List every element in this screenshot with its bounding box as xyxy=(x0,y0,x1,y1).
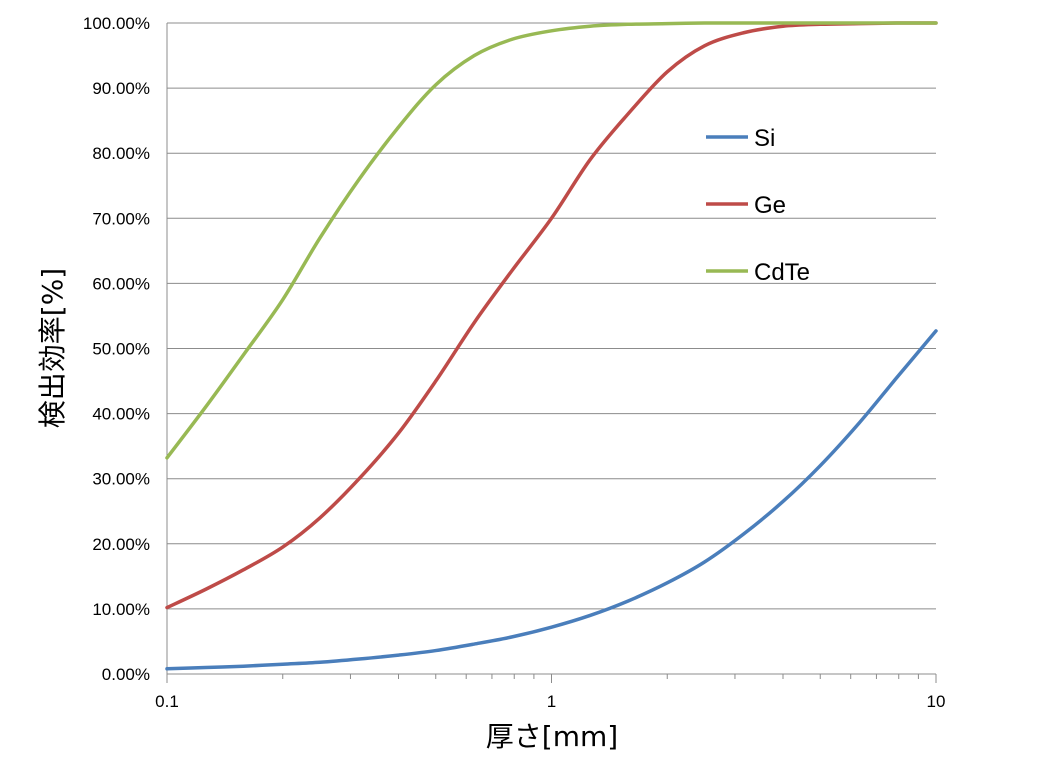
y-tick-label: 40.00% xyxy=(92,405,150,424)
x-tick-labels: 0.1 1 10 xyxy=(155,692,945,711)
axes xyxy=(166,23,937,683)
series-lines xyxy=(165,21,938,671)
series-line-ge xyxy=(165,21,938,610)
legend-label-si: Si xyxy=(754,125,775,152)
legend-label-ge: Ge xyxy=(754,192,786,219)
x-tick-label: 1 xyxy=(547,692,556,711)
series-line-cdte xyxy=(165,21,938,460)
y-tick-label: 80.00% xyxy=(92,144,150,163)
legend-label-cdte: CdTe xyxy=(754,259,810,286)
y-tick-label: 70.00% xyxy=(92,209,150,228)
y-tick-label: 20.00% xyxy=(92,535,150,554)
series-line-si xyxy=(165,329,938,671)
y-tick-label: 0.00% xyxy=(102,665,150,684)
y-tick-label: 60.00% xyxy=(92,274,150,293)
y-tick-label: 50.00% xyxy=(92,340,150,359)
y-tick-label: 100.00% xyxy=(83,14,150,33)
x-tick-label: 10 xyxy=(927,692,946,711)
y-tick-label: 10.00% xyxy=(92,600,150,619)
legend: Si Ge CdTe xyxy=(706,125,810,286)
x-tick-label: 0.1 xyxy=(155,692,179,711)
y-tick-labels: 0.00% 10.00% 20.00% 30.00% 40.00% 50.00% 60.00… xyxy=(83,14,150,684)
x-axis-label: 厚さ[mm] xyxy=(486,720,618,753)
y-axis-label: 検出効率[%] xyxy=(36,268,69,428)
y-tick-label: 30.00% xyxy=(92,470,150,489)
y-tick-label: 90.00% xyxy=(92,79,150,98)
grid-lines xyxy=(167,22,936,610)
